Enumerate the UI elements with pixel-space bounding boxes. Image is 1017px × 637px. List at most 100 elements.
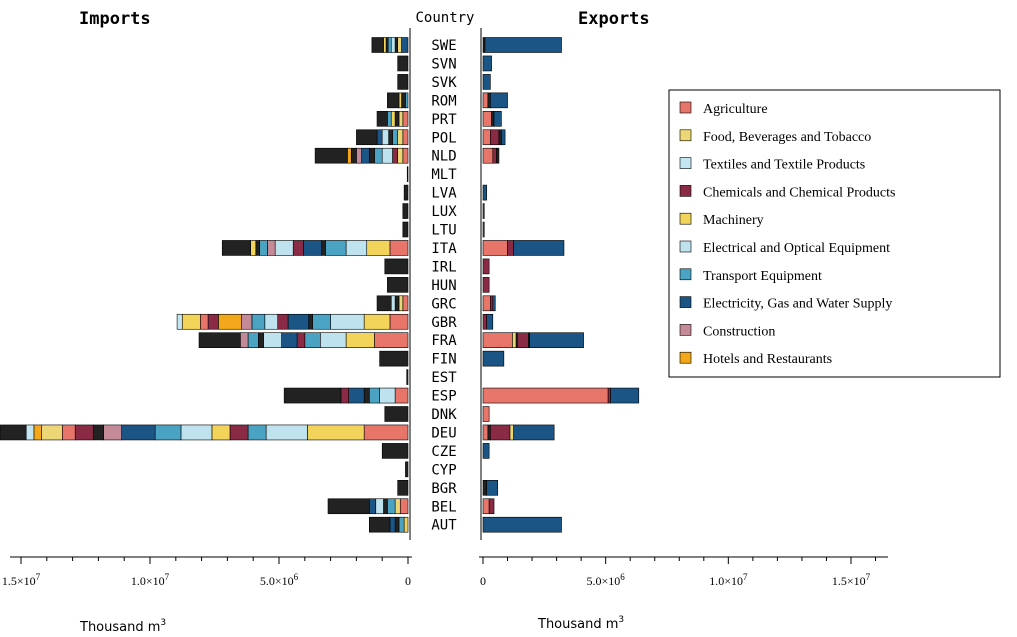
country-label-svk: SVK	[431, 75, 457, 91]
imports-bar-gbr-seg6	[277, 313, 289, 330]
imports-xlabel: Thousand m3	[79, 618, 166, 635]
exports-bar-bgr-seg1	[486, 479, 499, 496]
legend-swatch	[679, 351, 692, 364]
imports-tick-label: 0	[405, 574, 411, 588]
imports-bar-lva-seg0	[403, 184, 409, 201]
country-label-bgr: BGR	[431, 481, 457, 497]
exports-bar-dnk-seg0	[482, 406, 490, 422]
exports-bar-esp-seg1	[607, 387, 611, 404]
legend-box	[668, 89, 1001, 378]
country-label-cyp: CYP	[431, 462, 456, 478]
exports-bar-ita-seg2	[513, 240, 565, 256]
imports-bar-nld-seg2	[392, 147, 398, 164]
imports-tick-label: 1.0×107	[131, 572, 170, 588]
imports-bar-gbr-seg9	[241, 313, 253, 330]
exports-panel-title: Exports	[578, 9, 650, 29]
exports-bar-fra-seg3	[517, 332, 529, 349]
exports-bar-grc-seg0	[482, 295, 491, 312]
country-label-fra: FRA	[431, 333, 457, 349]
imports-bar-est-seg0	[406, 369, 409, 385]
country-labels: SWE SVN SVK ROM PRT POL NLD MLT LVA LUX LTU ITA IRL H…	[431, 38, 457, 534]
legend-item-label: Electricity, Gas and Water Supply	[703, 297, 892, 312]
exports-bar-lux-seg0	[482, 203, 485, 219]
country-label-nld: NLD	[431, 149, 456, 165]
imports-bar-bel-seg1	[394, 498, 401, 515]
imports-bar-ita-seg5	[303, 240, 322, 256]
exports-bar-nld-seg2	[496, 147, 500, 164]
imports-bar-grc-seg1	[398, 295, 404, 312]
exports-bar-cze-seg0	[482, 443, 490, 459]
exports-bar-bel-seg0	[482, 498, 490, 515]
axes: 0 5.0×106 1.0×107 1.5×107 0 5.0×106 1.0×107 1.5…	[2, 28, 888, 588]
imports-bar-deu-seg11	[74, 424, 94, 441]
exports-bar-gbr-seg1	[486, 313, 494, 330]
imports-bar-swe-seg5	[385, 37, 389, 53]
country-label-grc: GRC	[431, 296, 456, 312]
imports-bar-fra-seg1	[345, 332, 375, 349]
imports-bar-gbr-seg14	[176, 313, 183, 330]
country-label-ltu: LTU	[431, 223, 456, 239]
imports-bar-prt-seg5	[376, 111, 388, 127]
imports-bar-swe-seg1	[397, 37, 402, 53]
country-label-esp: ESP	[431, 389, 456, 405]
imports-bar-irl-seg0	[384, 258, 409, 275]
exports-tick-label: 1.0×107	[709, 572, 748, 588]
legend-swatch	[679, 129, 692, 142]
imports-bar-swe-seg4	[387, 37, 392, 53]
exports-bar-rom-seg2	[490, 92, 508, 109]
exports-bar-grc-seg2	[492, 295, 496, 312]
imports-bar-esp-seg5	[340, 387, 349, 404]
imports-bar-prt-seg3	[390, 111, 396, 127]
imports-bar-fra-seg4	[296, 332, 306, 349]
exports-bar-esp-seg0	[482, 387, 609, 404]
imports-bar-bel-seg3	[383, 498, 388, 515]
exports-bars	[482, 37, 640, 533]
imports-panel-title: Imports	[79, 9, 151, 29]
legend-item-label: Construction	[703, 324, 775, 339]
imports-bars	[0, 37, 409, 533]
exports-bar-pol-seg1	[490, 129, 500, 146]
exports-bar-fra-seg5	[529, 332, 584, 349]
imports-bar-aut-seg0	[403, 516, 409, 533]
imports-bar-ita-seg3	[325, 240, 347, 256]
imports-bar-deu-seg5	[211, 424, 231, 441]
imports-bar-svn-seg0	[397, 55, 409, 72]
imports-bar-swe-seg7	[371, 37, 384, 53]
exports-tick-label: 5.0×106	[587, 572, 626, 588]
legend-swatch	[679, 324, 692, 336]
imports-bar-deu-seg8	[121, 424, 156, 441]
imports-bar-deu-seg2	[265, 424, 308, 441]
imports-bar-rom-seg2	[398, 92, 402, 109]
exports-bar-deu-seg2	[490, 424, 511, 441]
imports-bar-ita-seg6	[292, 240, 304, 256]
legend-swatch	[679, 157, 692, 169]
country-label-prt: PRT	[431, 112, 457, 128]
imports-bar-nld-seg5	[368, 147, 375, 164]
exports-bar-ita-seg1	[507, 240, 514, 256]
country-label-lva: LVA	[431, 186, 457, 202]
imports-bar-pol-seg1	[397, 129, 404, 146]
imports-tick-label: 5.0×106	[260, 572, 299, 588]
exports-bar-prt-seg0	[482, 111, 492, 127]
imports-bar-swe-seg6	[383, 37, 387, 53]
imports-bar-swe-seg2	[394, 37, 398, 53]
imports-bar-ita-seg10	[255, 240, 260, 256]
imports-bar-ita-seg4	[321, 240, 326, 256]
imports-bar-deu-seg10	[92, 424, 104, 441]
exports-bar-lva-seg0	[482, 184, 487, 201]
imports-bar-deu-seg3	[247, 424, 267, 441]
imports-bar-deu-seg16	[0, 424, 27, 441]
imports-bar-nld-seg6	[361, 147, 370, 164]
imports-bar-esp-seg3	[363, 387, 370, 404]
imports-bar-nld-seg4	[374, 147, 383, 164]
imports-bar-fra-seg8	[247, 332, 259, 349]
imports-bar-fra-seg10	[198, 332, 241, 349]
imports-bar-nld-seg3	[381, 147, 393, 164]
imports-bar-aut-seg1	[398, 516, 405, 533]
country-label-dnk: DNK	[431, 407, 457, 423]
imports-bar-ita-seg9	[259, 240, 268, 256]
imports-bar-fra-seg7	[258, 332, 264, 349]
country-label-hun: HUN	[431, 278, 456, 294]
country-label-aut: AUT	[431, 518, 457, 534]
imports-bar-swe-seg3	[390, 37, 396, 53]
